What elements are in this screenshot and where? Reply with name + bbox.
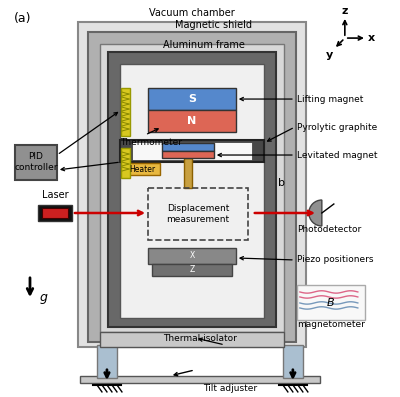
Bar [124, 163, 160, 175]
Text: N: N [187, 116, 196, 126]
Bar [42, 208, 68, 218]
Bar [297, 285, 365, 320]
Bar [38, 205, 72, 221]
Text: S: S [188, 94, 196, 104]
Text: b: b [278, 178, 285, 188]
Bar [148, 248, 236, 264]
Bar [162, 143, 214, 151]
Text: PID
controller: PID controller [14, 152, 58, 172]
Bar [108, 52, 276, 327]
Bar [120, 140, 264, 162]
Text: Lifting magnet: Lifting magnet [297, 94, 363, 104]
Text: z: z [342, 6, 348, 16]
Text: g: g [40, 291, 48, 304]
Text: Heater: Heater [129, 164, 155, 173]
Text: Levitated magnet: Levitated magnet [297, 150, 377, 160]
Text: Z: Z [189, 266, 194, 274]
Bar [148, 110, 236, 132]
Text: B: B [327, 298, 335, 308]
Bar [97, 345, 117, 378]
Text: Aluminum frame: Aluminum frame [163, 40, 245, 50]
Bar [80, 376, 320, 383]
Bar [121, 148, 130, 178]
Text: Displacement
measurement: Displacement measurement [166, 204, 230, 224]
Bar [162, 151, 214, 158]
Text: Vacuum chamber: Vacuum chamber [149, 8, 235, 18]
Bar [283, 345, 303, 378]
Text: x: x [368, 33, 375, 43]
Text: Pyrolytic graphite: Pyrolytic graphite [297, 123, 377, 131]
Bar [184, 158, 192, 188]
Bar [132, 142, 252, 160]
Bar [15, 145, 57, 180]
Bar [148, 188, 248, 240]
Text: Piezo positioners: Piezo positioners [297, 256, 373, 264]
Text: magnetometer: magnetometer [297, 320, 365, 330]
Text: Thermometer: Thermometer [120, 138, 182, 147]
Bar [78, 22, 306, 347]
Text: X: X [189, 251, 194, 260]
Text: y: y [326, 50, 334, 60]
Text: Laser: Laser [42, 190, 68, 200]
Bar [100, 332, 284, 347]
Wedge shape [309, 200, 322, 226]
Bar [148, 88, 236, 110]
Text: Thermal isolator: Thermal isolator [163, 334, 237, 343]
Bar [152, 264, 232, 276]
Text: Magnetic shield: Magnetic shield [175, 20, 252, 30]
Bar [121, 88, 130, 136]
Bar [120, 64, 264, 318]
Text: (a): (a) [14, 12, 32, 25]
Text: Photodetector: Photodetector [297, 225, 361, 235]
Text: Tilt adjuster: Tilt adjuster [203, 384, 257, 393]
Bar [100, 44, 284, 332]
Bar [88, 32, 296, 342]
